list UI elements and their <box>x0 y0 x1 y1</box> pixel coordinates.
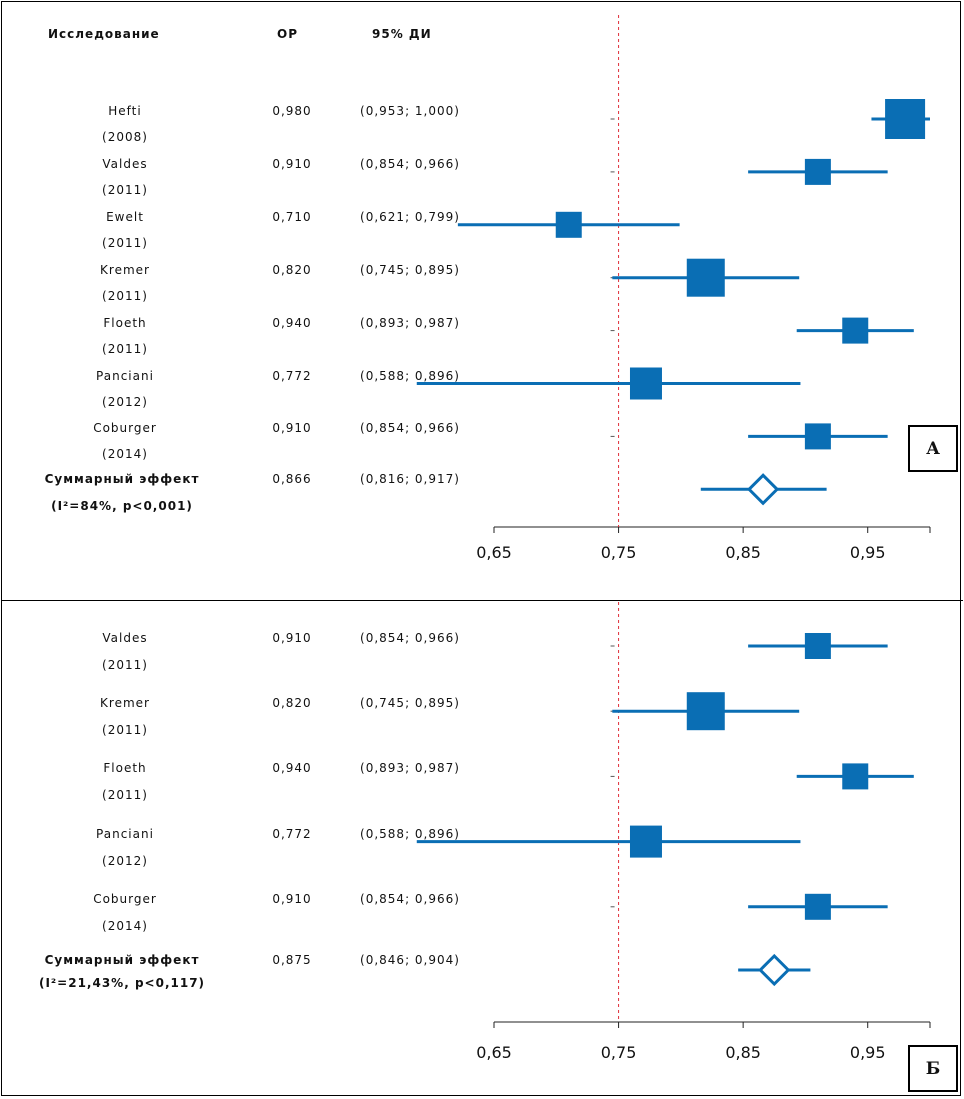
study-year: (2011) <box>102 658 148 672</box>
study-name: Kremer <box>100 696 150 711</box>
header-study: Исследование <box>48 27 160 41</box>
study-year: (2014) <box>102 447 148 462</box>
point-a-valdes <box>804 158 831 185</box>
or-value: 0,910 <box>272 156 312 171</box>
point-a-ewelt <box>555 211 582 238</box>
or-value: 0,772 <box>272 826 312 841</box>
study-year: (2008) <box>102 130 148 144</box>
study-name: Coburger <box>93 421 157 436</box>
study-year: (2011) <box>102 182 148 197</box>
or-value: 0,772 <box>272 368 312 383</box>
study-year: (2011) <box>102 723 148 738</box>
ci-value: (0,745; 0,895) <box>360 696 460 711</box>
ci-value: (0,588; 0,896) <box>360 826 460 841</box>
point-b-coburger <box>804 893 831 920</box>
study-name: Floeth <box>103 315 147 330</box>
ci-value: (0,854; 0,966) <box>360 631 460 645</box>
ci-value: (0,854; 0,966) <box>360 891 460 906</box>
study-name: Kremer <box>100 262 150 277</box>
x-tick-label-b: 0,65 <box>476 1043 512 1062</box>
ci-value: (0,621; 0,799) <box>360 209 460 224</box>
point-a-hefti <box>885 99 926 139</box>
summary-or: 0,866 <box>272 472 312 487</box>
x-tick-label-a: 0,85 <box>725 543 761 562</box>
point-a-kremer <box>686 258 725 297</box>
study-name: Hefti <box>108 104 142 118</box>
point-b-kremer <box>686 692 725 731</box>
or-value: 0,710 <box>272 209 312 224</box>
ci-value: (0,854; 0,966) <box>360 156 460 171</box>
point-a-floeth <box>842 317 869 344</box>
study-name: Coburger <box>93 891 157 906</box>
study-name: Panciani <box>96 826 154 841</box>
summary-label: Суммарный эффект <box>44 953 200 967</box>
study-name: Valdes <box>102 631 148 645</box>
ci-value: (0,893; 0,987) <box>360 315 460 330</box>
summary-stats: (I²=84%, p<0,001) <box>51 499 193 514</box>
or-value: 0,910 <box>272 421 312 436</box>
point-b-floeth <box>842 763 869 790</box>
or-value: 0,910 <box>272 631 312 645</box>
summary-ci-text: (0,846; 0,904) <box>360 953 460 967</box>
summary-diamond-a <box>746 473 780 506</box>
study-year: (2014) <box>102 918 148 933</box>
ci-value: (0,745; 0,895) <box>360 262 460 277</box>
or-value: 0,980 <box>272 104 312 118</box>
point-a-coburger <box>804 423 831 450</box>
summary-stats: (I²=21,43%, p<0,117) <box>38 976 206 990</box>
study-year: (2011) <box>102 341 148 356</box>
study-year: (2011) <box>102 235 148 250</box>
header-ci: 95% ДИ <box>372 27 432 41</box>
point-b-valdes <box>804 633 831 659</box>
ci-value: (0,588; 0,896) <box>360 368 460 383</box>
ci-value: (0,854; 0,966) <box>360 421 460 436</box>
summary-or: 0,875 <box>272 953 312 967</box>
ci-value: (0,953; 1,000) <box>360 104 460 118</box>
study-year: (2012) <box>102 853 148 868</box>
panel-label-a: А <box>908 425 958 472</box>
study-year: (2011) <box>102 788 148 803</box>
or-value: 0,940 <box>272 315 312 330</box>
summary-label: Суммарный эффект <box>44 472 200 487</box>
study-name: Panciani <box>96 368 154 383</box>
ci-value: (0,893; 0,987) <box>360 761 460 776</box>
x-tick-label-a: 0,65 <box>476 543 512 562</box>
point-b-panciani <box>629 825 662 858</box>
or-value: 0,820 <box>272 262 312 277</box>
study-year: (2011) <box>102 288 148 303</box>
summary-diamond-b <box>758 953 791 987</box>
summary-ci-text: (0,816; 0,917) <box>360 472 460 487</box>
or-value: 0,940 <box>272 761 312 776</box>
header-or: ОР <box>277 27 298 41</box>
or-value: 0,820 <box>272 696 312 711</box>
study-name: Valdes <box>102 156 148 171</box>
or-value: 0,910 <box>272 891 312 906</box>
panel-label-b: Б <box>908 1045 958 1092</box>
point-a-panciani <box>629 367 662 400</box>
x-tick-label-b: 0,95 <box>850 1043 886 1062</box>
study-year: (2012) <box>102 394 148 409</box>
x-tick-label-a: 0,95 <box>850 543 886 562</box>
x-tick-label-b: 0,75 <box>601 1043 637 1062</box>
panel-divider <box>1 600 963 601</box>
study-name: Floeth <box>103 761 147 776</box>
x-tick-label-b: 0,85 <box>725 1043 761 1062</box>
study-name: Ewelt <box>106 209 144 224</box>
x-tick-label-a: 0,75 <box>601 543 637 562</box>
